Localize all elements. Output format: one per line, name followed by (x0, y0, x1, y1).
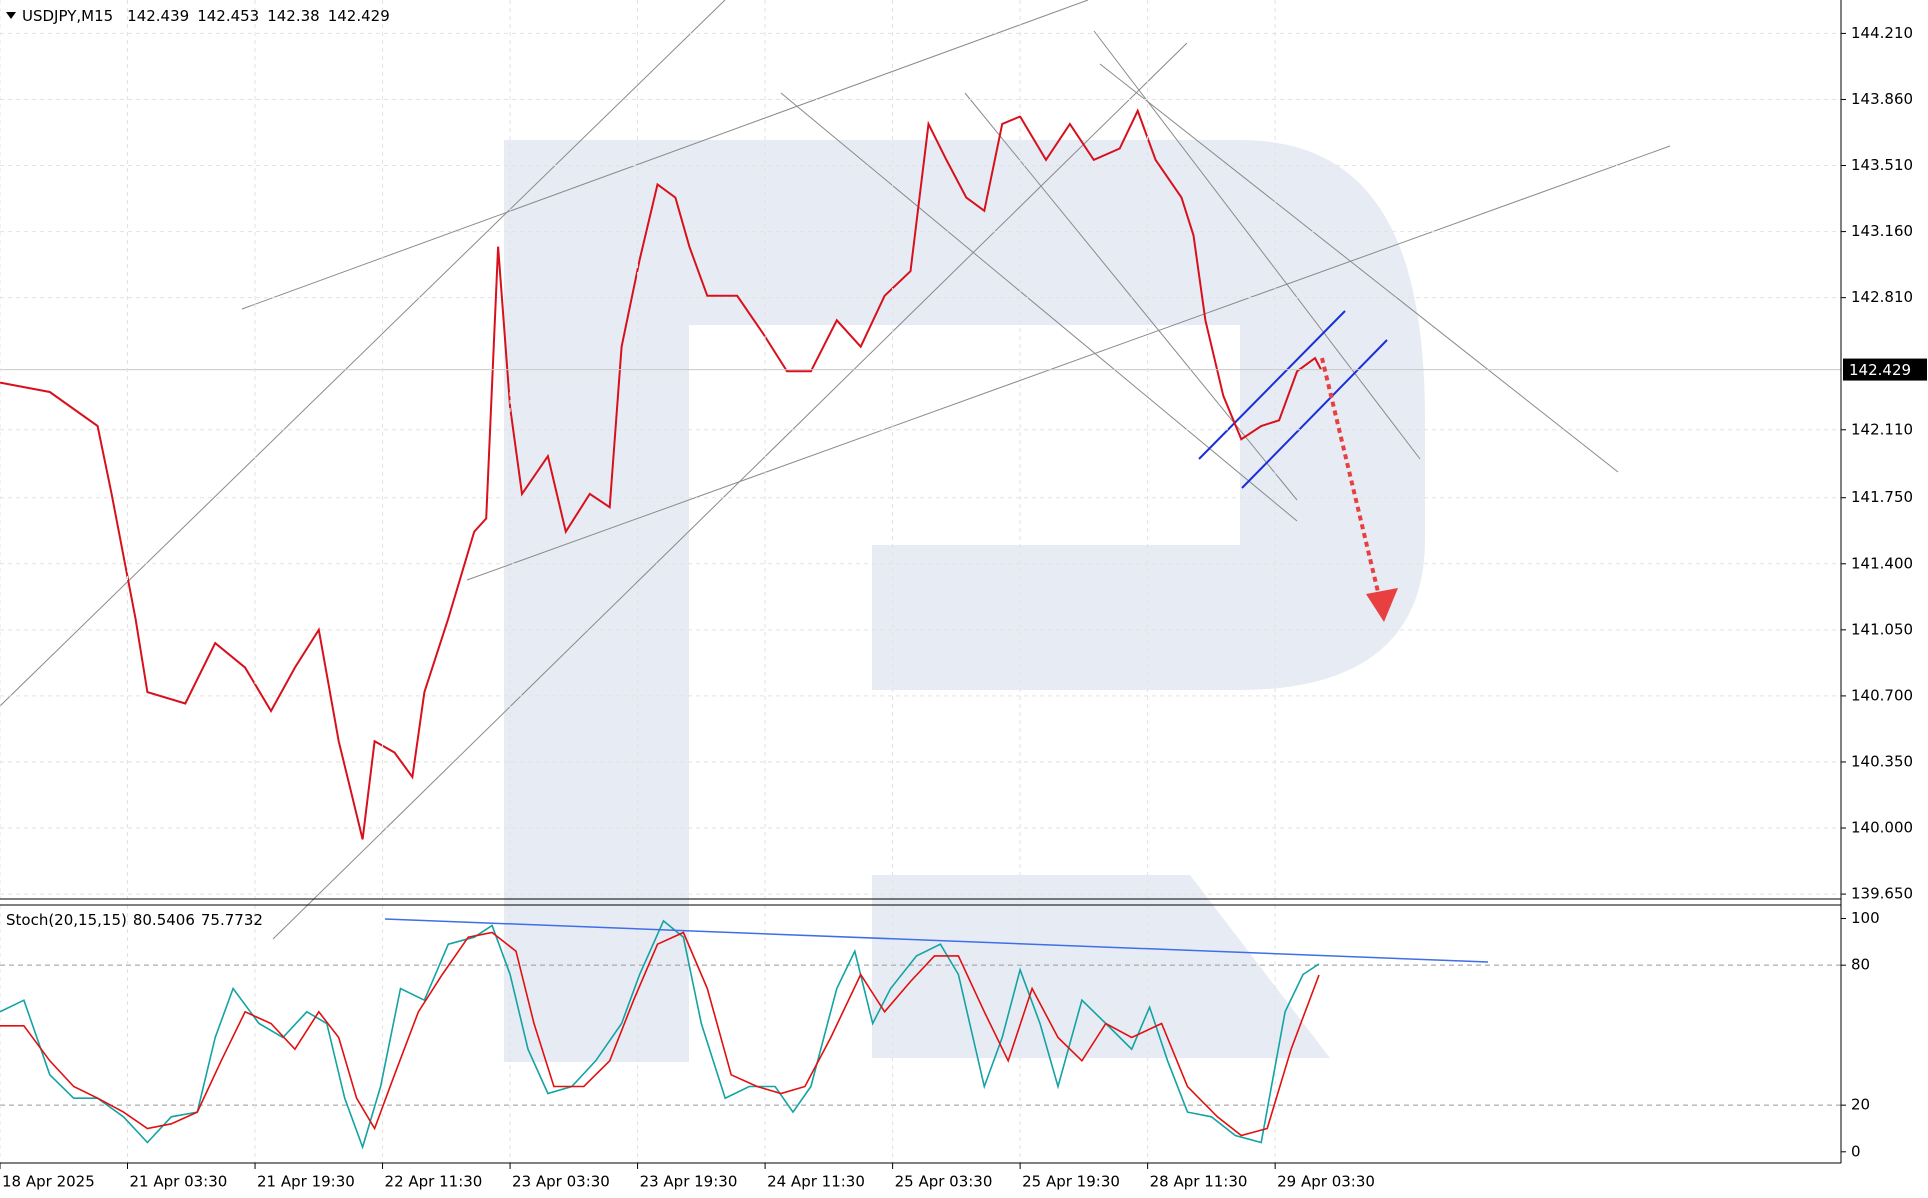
x-tick-label: 21 Apr 19:30 (257, 1173, 355, 1191)
x-tick-label: 28 Apr 11:30 (1150, 1173, 1248, 1191)
y-tick-label: 143.160 (1851, 222, 1913, 240)
channel (1198, 310, 1388, 489)
line-series (0, 931, 1320, 1137)
line-series (0, 919, 1320, 1150)
y-tick-label: 141.750 (1851, 488, 1913, 506)
stoch-title: Stoch(20,15,15) (6, 911, 127, 929)
y-tick-label: 140.700 (1851, 686, 1913, 704)
y-tick-label: 141.400 (1851, 554, 1913, 572)
y-tick-label: 143.860 (1851, 90, 1913, 108)
x-tick-label: 21 Apr 03:30 (130, 1173, 228, 1191)
stoch-trend-line (384, 918, 1489, 963)
symbol: USDJPY,M15 (22, 7, 113, 25)
line-series (0, 108, 1322, 840)
last-price-label: 142.429 (1849, 361, 1911, 379)
y-tick-label: 141.050 (1851, 620, 1913, 638)
low: 142.38 (267, 7, 320, 25)
plot-area (0, 0, 1841, 1163)
y-tick-label: 142.110 (1851, 420, 1913, 438)
y-tick-label: 143.510 (1851, 156, 1913, 174)
open: 142.439 (127, 7, 189, 25)
x-tick-label: 22 Apr 11:30 (385, 1173, 483, 1191)
y-tick-label: 80 (1851, 956, 1870, 974)
header: USDJPY,M15 142.439 142.453 142.38 142.429 (22, 7, 390, 25)
x-tick-label: 18 Apr 2025 (2, 1173, 95, 1191)
forecast-arrow (1320, 357, 1398, 622)
x-tick-label: 25 Apr 19:30 (1022, 1173, 1120, 1191)
stoch-header: Stoch(20,15,15) 80.5406 75.7732 (6, 911, 263, 929)
y-tick-label: 144.210 (1851, 24, 1913, 42)
y-tick-label: 139.650 (1851, 885, 1913, 903)
x-tick-label: 29 Apr 03:30 (1277, 1173, 1375, 1191)
y-tick-label: 140.000 (1851, 819, 1913, 837)
stoch-main: 80.5406 (133, 911, 195, 929)
y-tick-label: 20 (1851, 1096, 1870, 1114)
x-tick-label: 24 Apr 11:30 (767, 1173, 865, 1191)
close: 142.429 (328, 7, 390, 25)
y-tick-label: 142.810 (1851, 288, 1913, 306)
stoch-signal: 75.7732 (201, 911, 263, 929)
x-tick-label: 23 Apr 19:30 (640, 1173, 738, 1191)
menu-arrow (6, 12, 16, 19)
high: 142.453 (197, 7, 259, 25)
y-tick-label: 140.350 (1851, 752, 1913, 770)
x-tick-label: 23 Apr 03:30 (512, 1173, 610, 1191)
y-tick-label: 100 (1851, 909, 1880, 927)
last-price-box (1843, 358, 1927, 381)
y-tick-label: 0 (1851, 1142, 1861, 1160)
watermark (504, 140, 1425, 1062)
x-tick-label: 25 Apr 03:30 (895, 1173, 993, 1191)
